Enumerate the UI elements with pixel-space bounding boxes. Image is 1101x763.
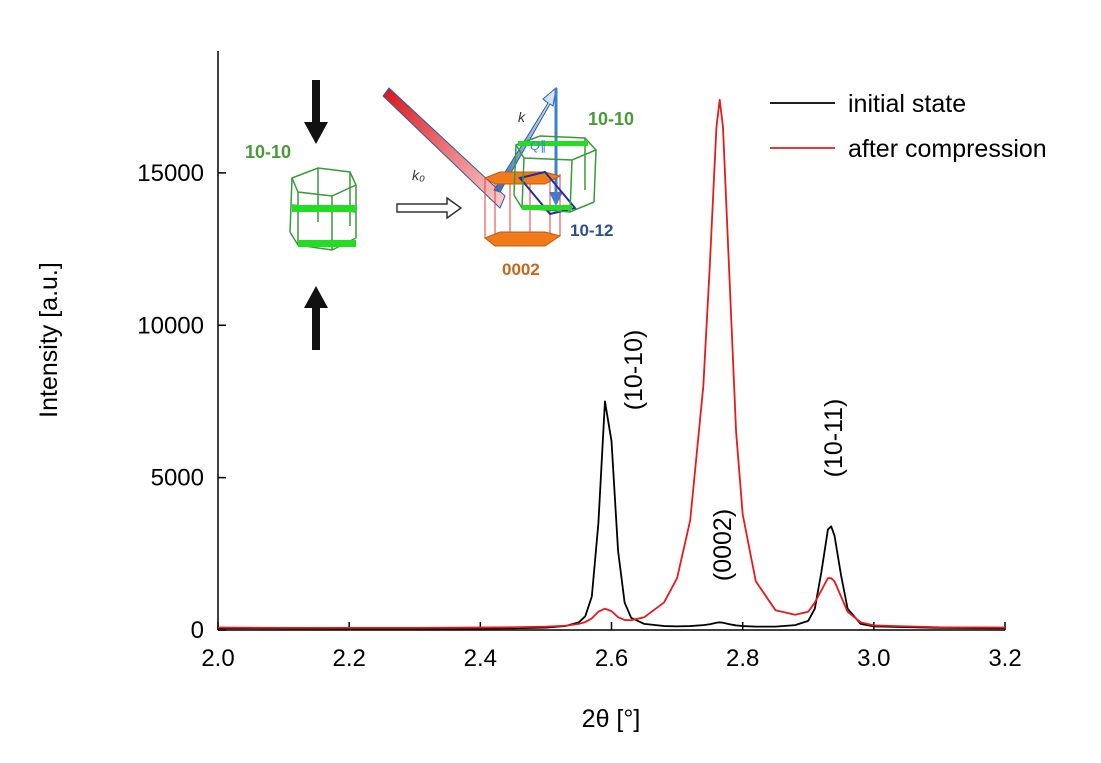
peak-annotation: (10-10) [620, 330, 648, 411]
prism-face [518, 141, 588, 146]
x-axis-title: 2θ [°] [582, 705, 641, 733]
x-tick-label: 2.8 [726, 645, 759, 672]
inset-label: 10-10 [588, 109, 634, 129]
prism-face [298, 240, 356, 247]
inset-label: Q∥ [530, 138, 547, 153]
legend-label: after compression [848, 135, 1047, 163]
x-tick-label: 2.0 [201, 645, 234, 672]
arrow-up [304, 286, 328, 350]
inset-label: 0002 [502, 260, 540, 279]
inset-label: 10-12 [570, 221, 613, 240]
prism-red [484, 174, 561, 244]
hollow-arrow [396, 196, 463, 220]
x-tick-label: 3.0 [857, 645, 890, 672]
prism-bottom [484, 231, 562, 247]
inset-diagram: 10-10 k k₀ Q∥ 10-10 10-12 0002 [232, 70, 634, 350]
arrow-down [304, 80, 328, 144]
inset-background [232, 70, 630, 278]
legend-label: initial state [848, 90, 966, 118]
x-tick-label: 2.4 [464, 645, 497, 672]
y-tick-label: 10000 [137, 312, 204, 339]
plane-10-12 [518, 170, 577, 216]
x-tick-label: 2.2 [332, 645, 365, 672]
y-tick-label: 0 [191, 617, 204, 644]
prism-face [292, 205, 356, 212]
x-tick-label: 3.2 [988, 645, 1021, 672]
peak-annotation: (10-11) [820, 399, 848, 478]
x-tick-label: 2.6 [595, 645, 628, 672]
inset-label: k [518, 109, 526, 125]
peak-annotation: (0002) [709, 509, 737, 581]
beam-k0 [382, 87, 506, 209]
y-axis-title: Intensity [a.u.] [35, 262, 63, 418]
prism-face [522, 205, 572, 210]
y-tick-label: 15000 [137, 160, 204, 187]
inset-label: 10-10 [245, 142, 291, 162]
prism-right [513, 135, 598, 213]
y-tick-label: 5000 [151, 465, 204, 492]
inset-label: k₀ [412, 167, 425, 183]
data-line [217, 98, 1006, 629]
